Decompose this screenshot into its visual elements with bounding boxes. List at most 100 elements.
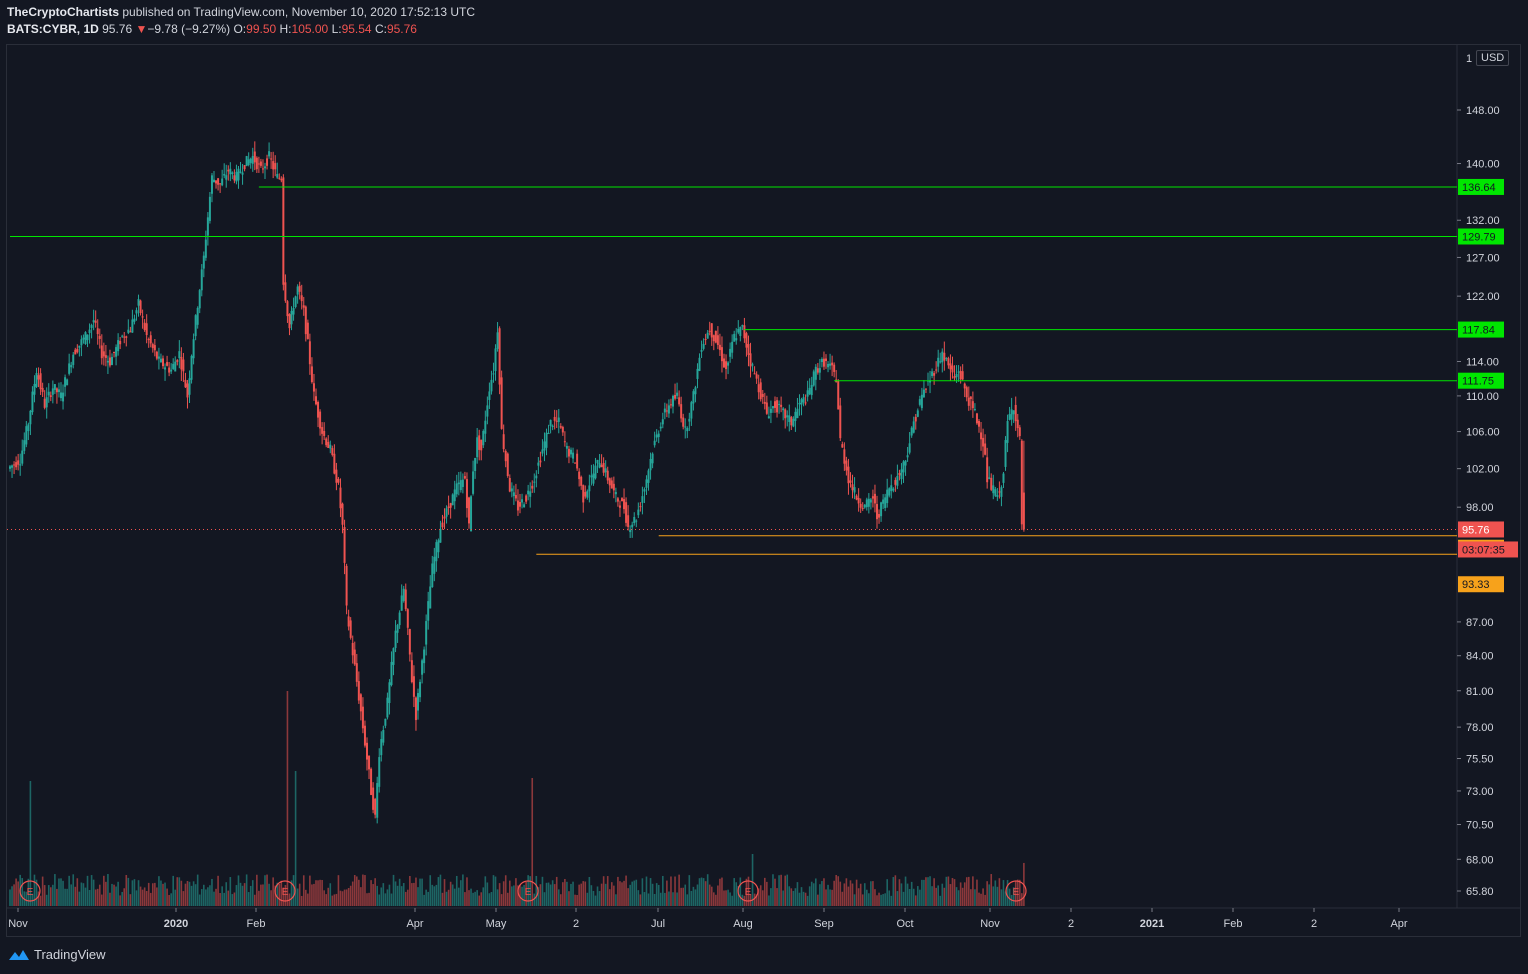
candle-body [219,183,222,185]
volume-bar [560,894,562,906]
volume-bar [231,894,234,906]
candle-body [33,383,36,395]
volume-bar [523,885,525,906]
candle-body [410,660,413,683]
candle-body [729,348,732,357]
candle-body [55,388,58,393]
candle-body [700,349,703,352]
volume-bar [951,877,954,906]
candle-body [484,420,487,434]
candle-body [286,301,289,317]
volume-bar [986,881,988,906]
candle-body [465,479,468,509]
candle-body [537,462,540,466]
volume-bar [427,891,429,906]
candle-body [237,168,240,181]
volume-bar [80,882,83,906]
candle-body [578,471,581,480]
volume-bar [890,895,893,906]
volume-bar [313,883,315,906]
volume-bar [841,891,844,906]
candle-body [200,269,203,291]
volume-bar [121,891,123,906]
currency-button[interactable]: USD [1476,50,1510,66]
candles [9,141,1025,824]
volume-bar [292,875,295,906]
volume-bar [358,879,360,906]
candle-body [769,408,772,413]
time-tick-label: 2 [1311,918,1317,930]
volume-bar [115,886,117,906]
candle-body [235,171,238,182]
author-name[interactable]: TheCryptoChartists [7,5,120,19]
volume-bar [339,890,342,906]
candle-body [498,328,501,385]
candle-body [113,351,116,353]
volume-bar [235,885,238,906]
volume-bar [812,883,815,906]
candle-body [339,487,342,509]
volume-bar [17,881,19,906]
candle-body [504,450,507,462]
candle-body [1008,414,1011,420]
volume-bar [168,894,170,906]
volume-bar [584,881,587,906]
candle-body [982,437,985,447]
candle-body [676,392,679,396]
down-arrow-icon: ▼ [135,22,148,36]
candle-body [312,383,315,392]
volume-bar [810,881,813,906]
volume-bar [980,893,982,906]
volume-bar [755,894,758,906]
symbol-label[interactable]: BATS:CYBR, 1D [7,22,99,36]
volume-bar [135,890,138,906]
candle-body [723,358,725,368]
candle-body [749,353,752,367]
volume-bar [1016,879,1019,906]
candle-body [563,441,566,443]
candle-body [582,485,585,503]
volume-bar [37,891,40,906]
candle-body [825,358,827,362]
volume-bar [509,880,511,906]
earnings-marker [274,880,296,902]
earnings-label: E [745,887,752,898]
candle-body [798,402,801,405]
candle-body [602,462,605,473]
candle-body [931,371,934,377]
candle-body [888,488,891,496]
volume-bar [768,895,770,906]
chart-canvas[interactable]: 148.00 140.00 132.00 127.00 122.00 114.00 110.… [0,0,1528,938]
volume-bar [815,878,817,906]
volume-bar [345,889,348,906]
candle-body [394,630,397,649]
volume-bar [664,892,666,906]
volume-bar [527,875,529,906]
candle-body [998,491,1001,493]
candle-body [457,482,460,485]
volume-bar [211,878,213,906]
candle-body [321,427,324,434]
volume-bar [368,892,370,906]
volume-bar [327,887,330,906]
volume-bar [396,885,399,906]
volume-bar [286,691,289,906]
candle-body [716,335,719,345]
candle-body [198,290,201,309]
candle-body [784,409,787,419]
time-tick-label: Sep [814,918,834,930]
volume-bar [731,895,733,906]
volume-bar [25,891,28,906]
candle-body [23,440,26,451]
volume-bar [174,889,177,906]
candle-body [706,332,709,339]
candle-body [688,418,691,422]
volume-bar [884,893,886,906]
brand-name[interactable]: TradingView [34,947,106,962]
candle-body [680,404,683,419]
candle-body [669,404,672,406]
candle-body [759,382,762,400]
candle-body [637,509,640,516]
candle-body [9,466,11,469]
candle-body [455,483,458,495]
